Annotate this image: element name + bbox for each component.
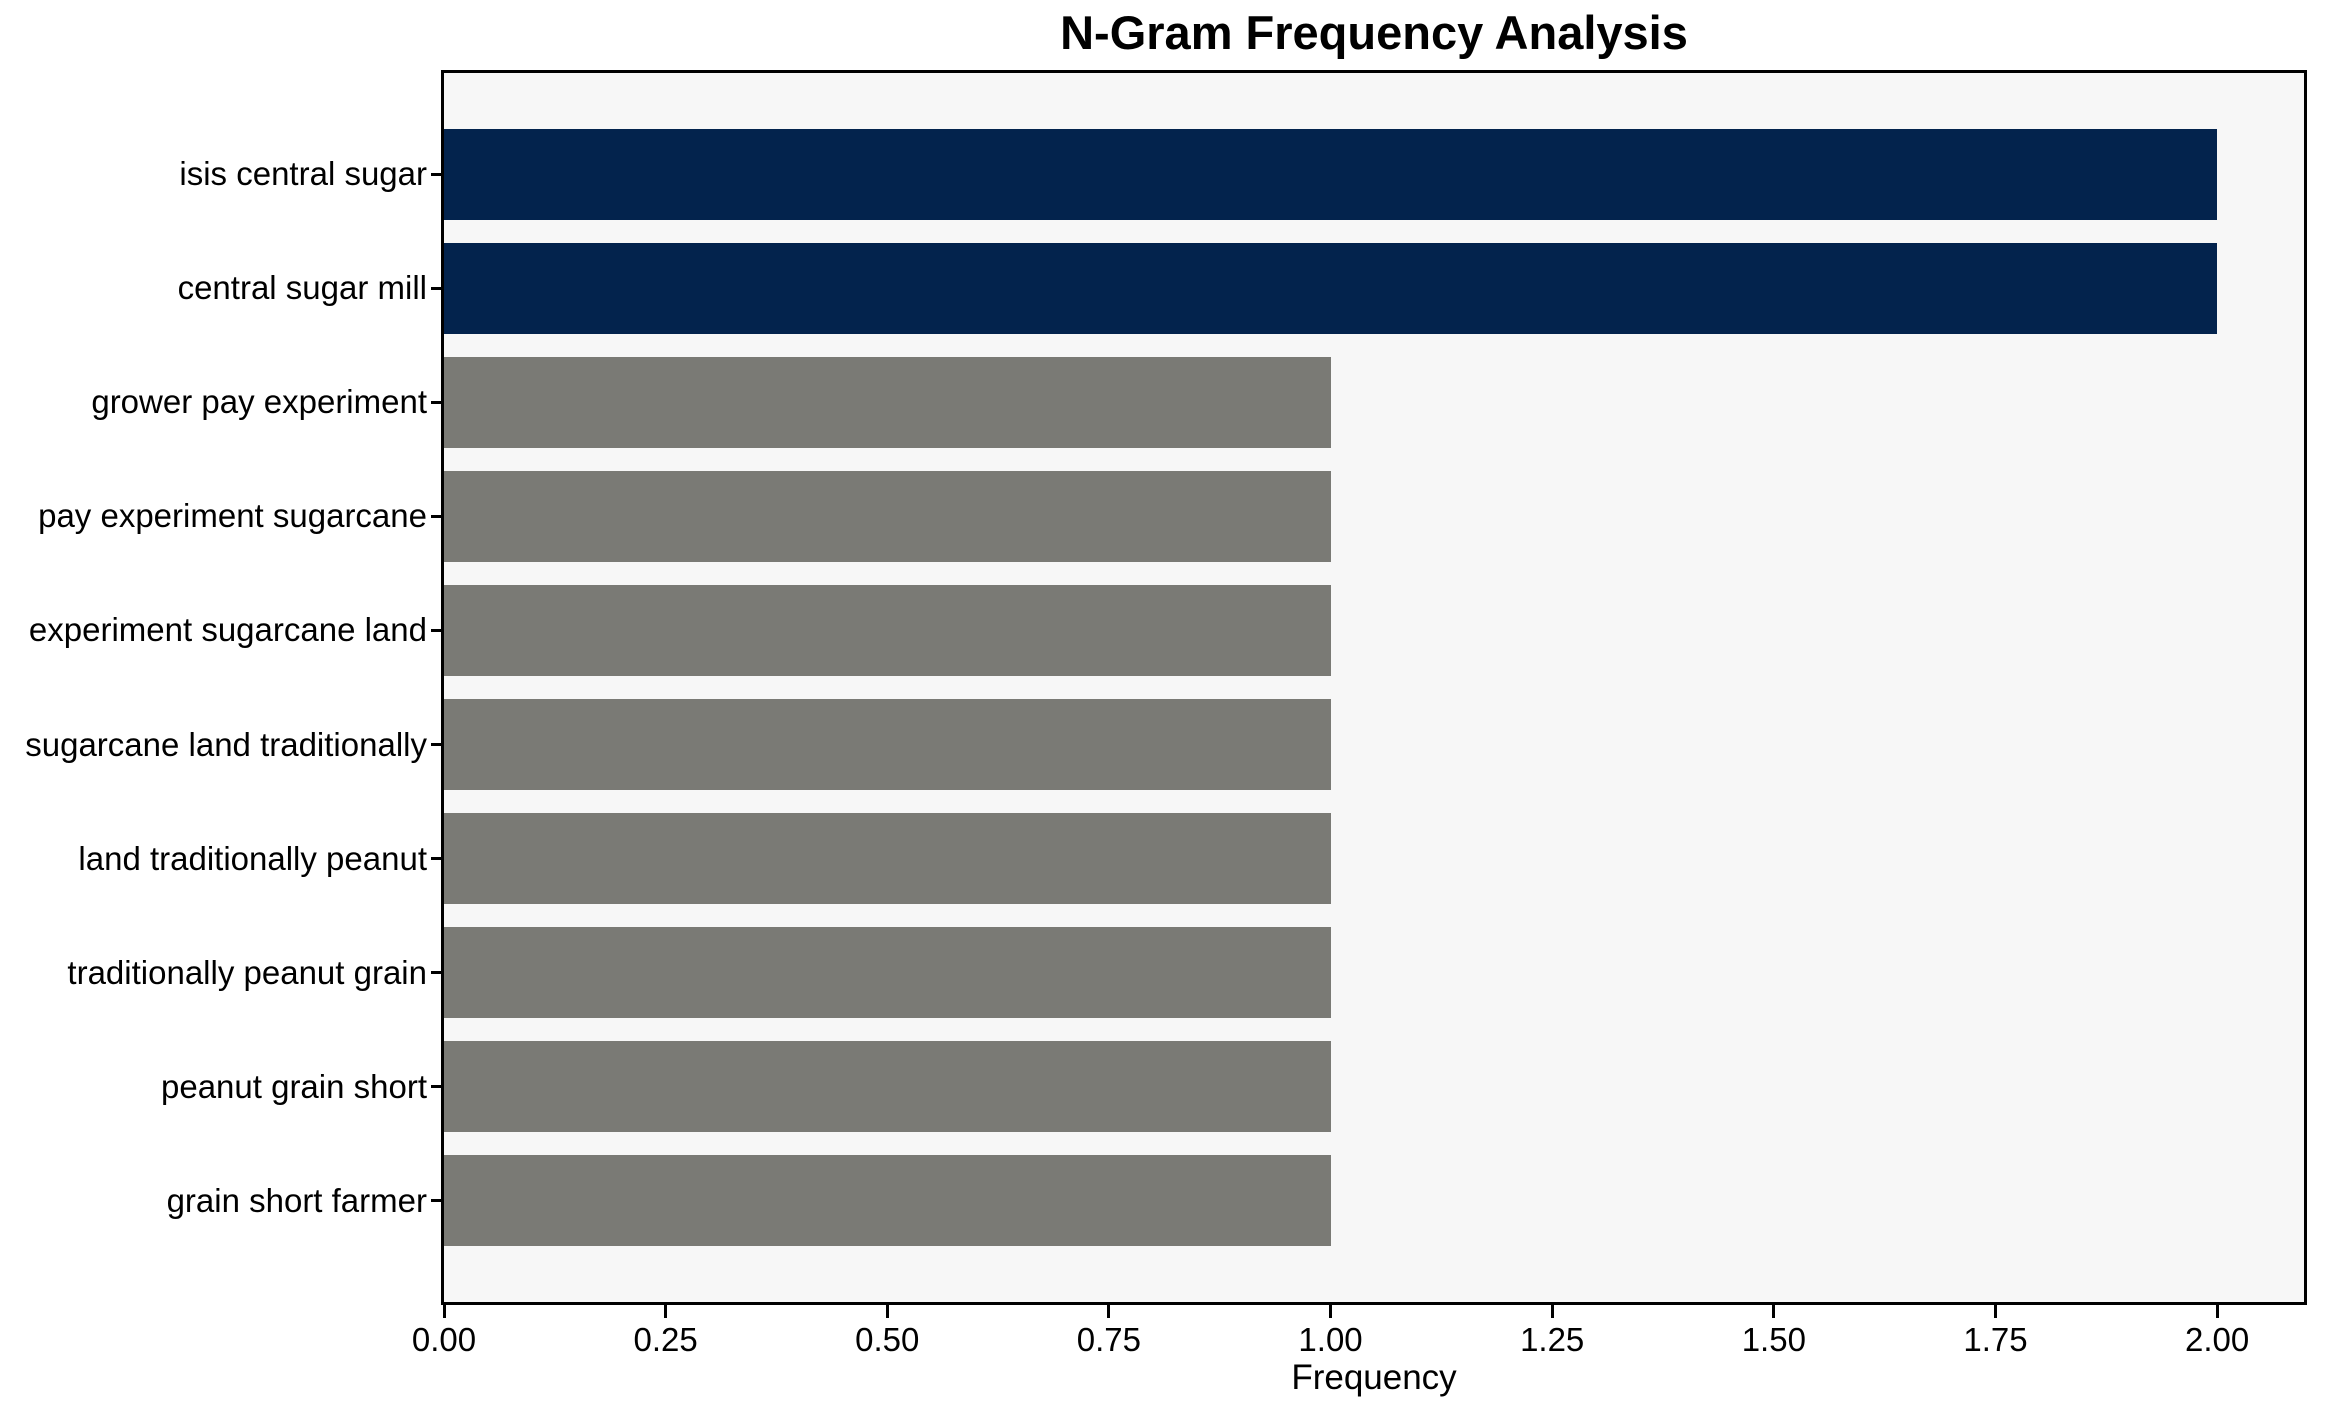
bar: [444, 128, 2218, 221]
x-tick: [664, 1305, 668, 1318]
x-tick-label: 1.50: [1741, 1321, 1806, 1358]
bar: [444, 242, 2218, 335]
y-tick: [431, 971, 443, 975]
x-tick-label: 0.50: [855, 1321, 920, 1358]
y-tick: [431, 628, 443, 632]
x-axis-label: Frequency: [1291, 1358, 1457, 1397]
x-tick: [1993, 1305, 1997, 1318]
x-tick: [885, 1305, 889, 1318]
x-tick: [1550, 1305, 1554, 1318]
x-tick-label: 0.75: [1076, 1321, 1142, 1358]
x-tick-label: 2.00: [2184, 1321, 2250, 1358]
y-tick: [431, 514, 443, 518]
y-tick: [431, 1085, 443, 1089]
bar: [444, 470, 1331, 563]
y-tick: [431, 400, 443, 404]
x-tick-label: 0.25: [633, 1321, 698, 1358]
y-tick: [431, 172, 443, 176]
x-tick: [2215, 1305, 2219, 1318]
y-tick-label: grain short farmer: [166, 1181, 427, 1219]
y-tick: [431, 286, 443, 290]
x-tick-label: 1.75: [1963, 1321, 2028, 1358]
y-tick: [431, 857, 443, 860]
x-tick: [1107, 1305, 1111, 1318]
bar: [444, 1154, 1331, 1247]
y-tick: [431, 1199, 443, 1203]
bar: [444, 812, 1331, 905]
x-tick: [1772, 1305, 1776, 1318]
bar: [444, 926, 1331, 1019]
plot-area: [444, 73, 2304, 1302]
x-tick-label: 1.00: [1298, 1321, 1363, 1358]
y-tick-label: land traditionally peanut: [78, 839, 427, 877]
y-tick-label: grower pay experiment: [91, 383, 427, 421]
x-tick: [442, 1305, 446, 1318]
bar: [444, 356, 1331, 449]
bar: [444, 698, 1331, 791]
x-tick-label: 1.25: [1520, 1321, 1585, 1358]
x-tick-label: 0.00: [411, 1321, 477, 1358]
y-tick-label: traditionally peanut grain: [67, 953, 427, 991]
bar: [444, 1040, 1331, 1133]
y-tick-label: pay experiment sugarcane: [38, 497, 427, 535]
x-tick: [1329, 1305, 1333, 1318]
y-tick: [431, 743, 443, 746]
chart-title: N-Gram Frequency Analysis: [1060, 6, 1688, 59]
y-tick-label: peanut grain short: [160, 1067, 427, 1105]
bar: [444, 584, 1331, 677]
y-tick-label: experiment sugarcane land: [28, 611, 427, 649]
y-tick-label: central sugar mill: [177, 269, 427, 307]
y-tick-label: isis central sugar: [179, 155, 427, 193]
y-tick-label: sugarcane land traditionally: [25, 725, 427, 763]
